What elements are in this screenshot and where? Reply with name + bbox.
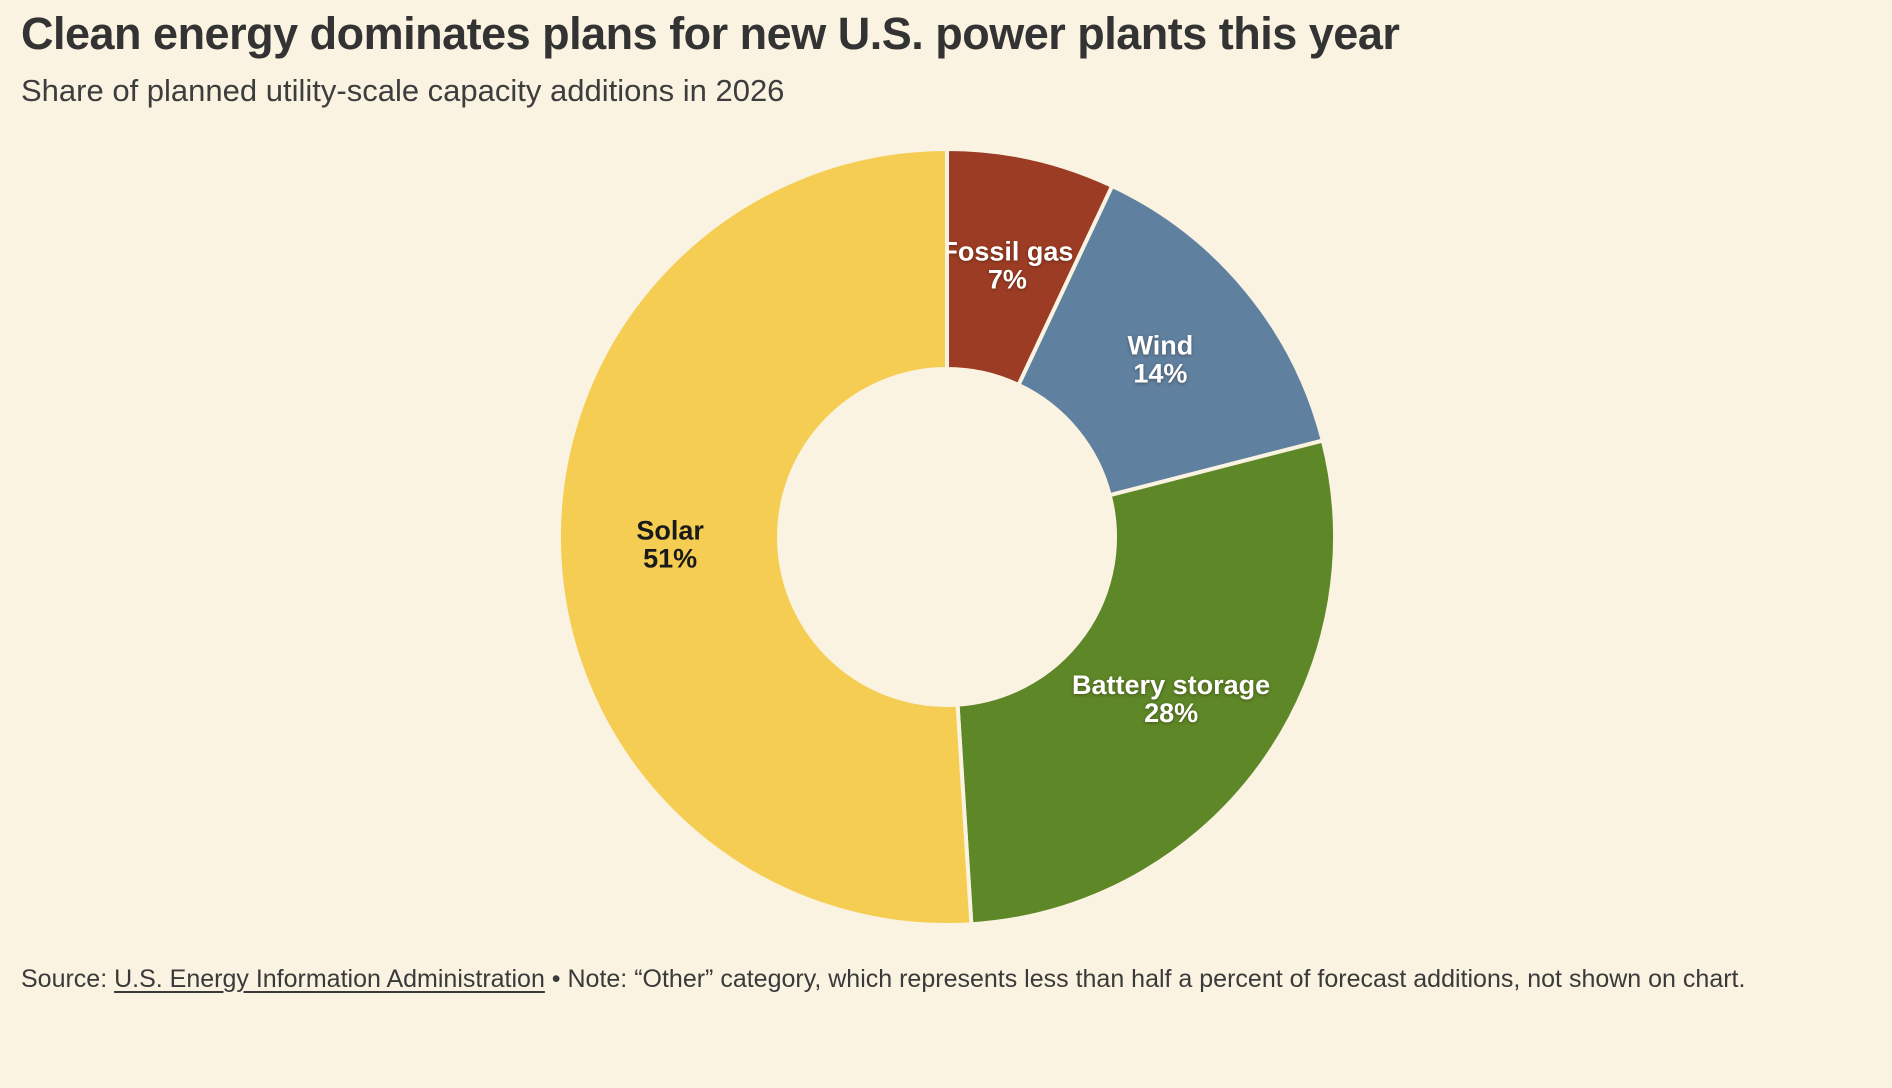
- chart-title: Clean energy dominates plans for new U.S…: [21, 8, 1400, 59]
- source-prefix: Source:: [21, 965, 115, 993]
- pie-slice-wind: [1016, 183, 1325, 498]
- source-link[interactable]: U.S. Energy Information Administration: [114, 965, 545, 993]
- pie-slice-battery-storage: [955, 438, 1337, 927]
- chart-subtitle: Share of planned utility-scale capacity …: [21, 72, 785, 108]
- pie-slice-solar: [556, 147, 974, 927]
- source-note: Source: U.S. Energy Information Administ…: [21, 961, 1873, 997]
- footnote-text: • Note: “Other” category, which represen…: [544, 965, 1746, 993]
- chart-header: Clean energy dominates plans for new U.S…: [21, 8, 1871, 109]
